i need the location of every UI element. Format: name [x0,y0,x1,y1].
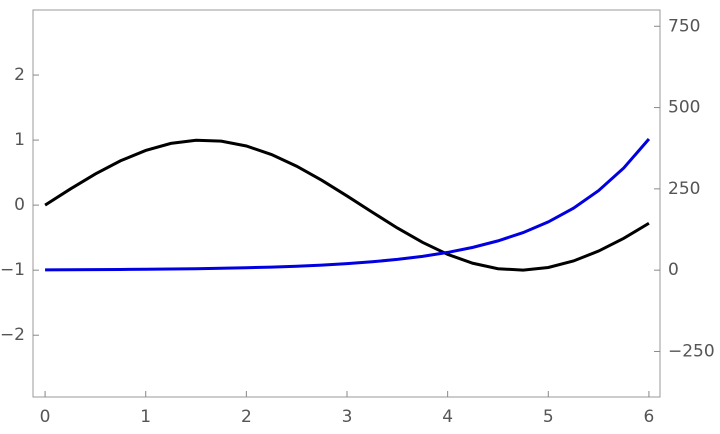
y-tick-label: −1 [0,260,25,280]
y2-tick-label: 250 [668,179,700,199]
x-tick-label: 2 [241,407,252,427]
line-series [45,137,651,272]
y-tick-label: 1 [14,130,25,150]
line-series [44,138,650,272]
x-tick-label: 1 [140,407,151,427]
y2-tick-label: 750 [668,16,700,36]
x-tick-label: 3 [342,407,353,427]
y-tick-label: −2 [0,325,25,345]
y-tick-label: 2 [14,65,25,85]
plot-frame [32,9,661,398]
x-tick-label: 4 [442,407,453,427]
y2-tick-label: 0 [668,260,679,280]
y-tick-label: 0 [14,195,25,215]
x-tick-label: 6 [644,407,655,427]
y2-tick-label: 500 [668,98,700,118]
x-tick-label: 0 [40,407,51,427]
x-tick-label: 5 [543,407,554,427]
y2-tick-label: −250 [668,341,715,361]
